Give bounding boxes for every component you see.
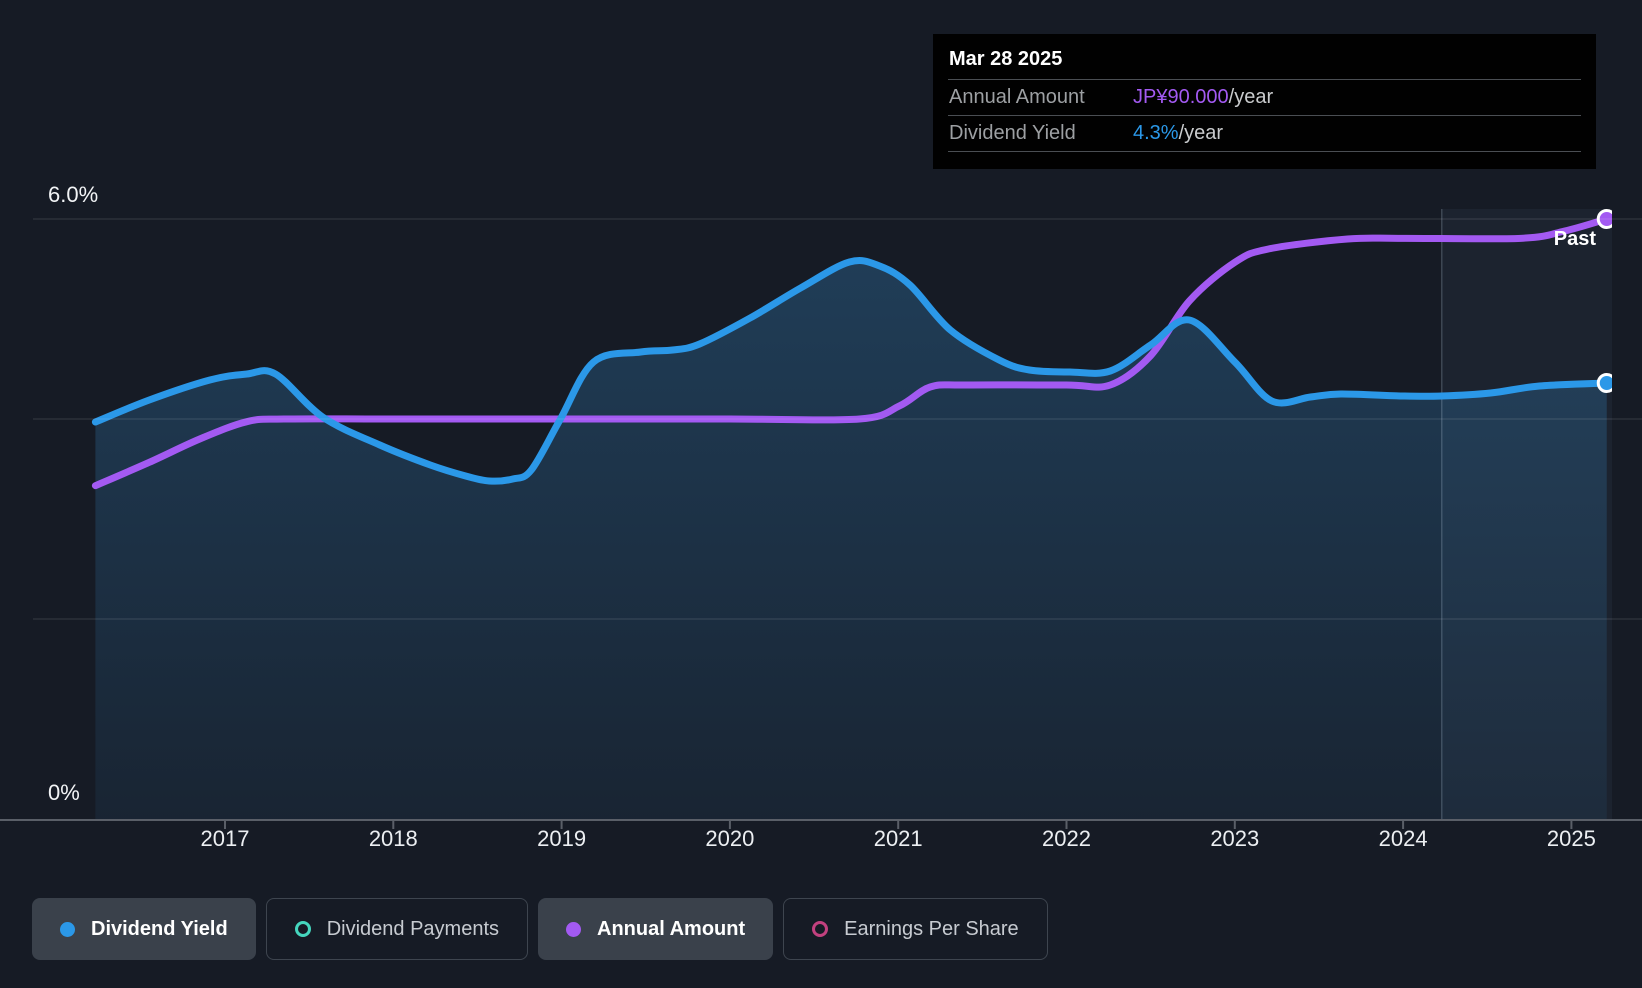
tooltip-date: Mar 28 2025 (949, 48, 1063, 70)
dividend-yield-area (95, 260, 1607, 821)
dividend-yield-end-marker (1596, 373, 1612, 393)
tooltip-divider (948, 115, 1581, 116)
tooltip-row-label: Annual Amount (949, 86, 1085, 108)
legend-marker-icon (294, 921, 311, 937)
legend-button-earnings-per-share[interactable]: Earnings Per Share (783, 898, 1048, 960)
x-axis-label-2019: 2019 (537, 826, 587, 851)
legend-button-label: Earnings Per Share (844, 917, 1019, 940)
tooltip-row-value: JP¥90.000 (1133, 86, 1229, 108)
legend-marker-icon (566, 921, 582, 937)
x-axis-label-2020: 2020 (705, 826, 755, 851)
tooltip-row-label: Dividend Yield (949, 122, 1076, 144)
tooltip-row-suffix: /year (1228, 86, 1274, 108)
tooltip-row-value: 4.3% (1133, 122, 1179, 144)
past-region-label: Past (1553, 228, 1596, 250)
chart-legend: Dividend Yield Dividend Payments Annual Am… (32, 898, 1048, 960)
legend-button-label: Dividend Payments (326, 917, 500, 940)
x-axis-label-2017: 2017 (200, 826, 250, 851)
legend-button-dividend-payments[interactable]: Dividend Payments (265, 898, 529, 960)
plot-area (91, 209, 1612, 821)
legend-button-label: Annual Amount (597, 917, 746, 940)
y-axis-label-top: 6.0% (48, 182, 99, 207)
x-axis-label-2018: 2018 (368, 826, 418, 851)
tooltip-divider (948, 79, 1581, 80)
tooltip-divider (948, 151, 1581, 152)
legend-button-dividend-yield[interactable]: Dividend Yield (32, 898, 256, 960)
x-axis-label-2021: 2021 (873, 826, 923, 851)
annual-amount-line (91, 215, 1611, 490)
legend-marker-icon (60, 921, 75, 937)
chart-tooltip: Mar 28 2025 Annual Amount JP¥90.000/year D… (933, 34, 1596, 169)
legend-button-annual-amount[interactable]: Annual Amount (538, 898, 774, 960)
tooltip-row: Annual Amount JP¥90.000/year (934, 80, 1595, 115)
dividend-yield-line (91, 257, 1611, 485)
y-axis-label-bottom: 0% (48, 780, 80, 805)
tooltip-row: Dividend Yield 4.3%/year (934, 116, 1595, 151)
legend-button-label: Dividend Yield (91, 917, 228, 940)
x-axis-label-2023: 2023 (1210, 826, 1260, 851)
x-axis-label-2025: 2025 (1546, 826, 1596, 851)
tooltip-row-suffix: /year (1178, 122, 1224, 144)
x-axis-label-2024: 2024 (1378, 826, 1428, 851)
annual-amount-end-marker (1596, 209, 1612, 229)
legend-marker-icon (812, 921, 829, 937)
x-axis-label-2022: 2022 (1042, 826, 1091, 851)
